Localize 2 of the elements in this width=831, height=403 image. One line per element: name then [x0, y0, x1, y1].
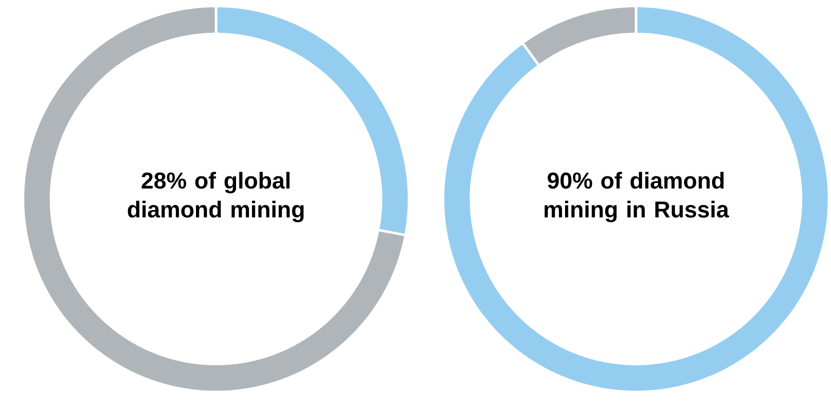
text: 28% of global diamond mining [128, 172, 304, 222]
text: 90% of diamond mining in Russia [544, 172, 730, 222]
